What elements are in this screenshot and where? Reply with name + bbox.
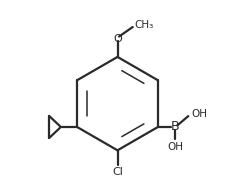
Text: Cl: Cl (112, 167, 123, 177)
Text: OH: OH (168, 142, 184, 152)
Text: CH₃: CH₃ (135, 20, 154, 30)
Text: O: O (113, 34, 122, 44)
Text: OH: OH (191, 109, 207, 119)
Text: B: B (171, 120, 180, 133)
